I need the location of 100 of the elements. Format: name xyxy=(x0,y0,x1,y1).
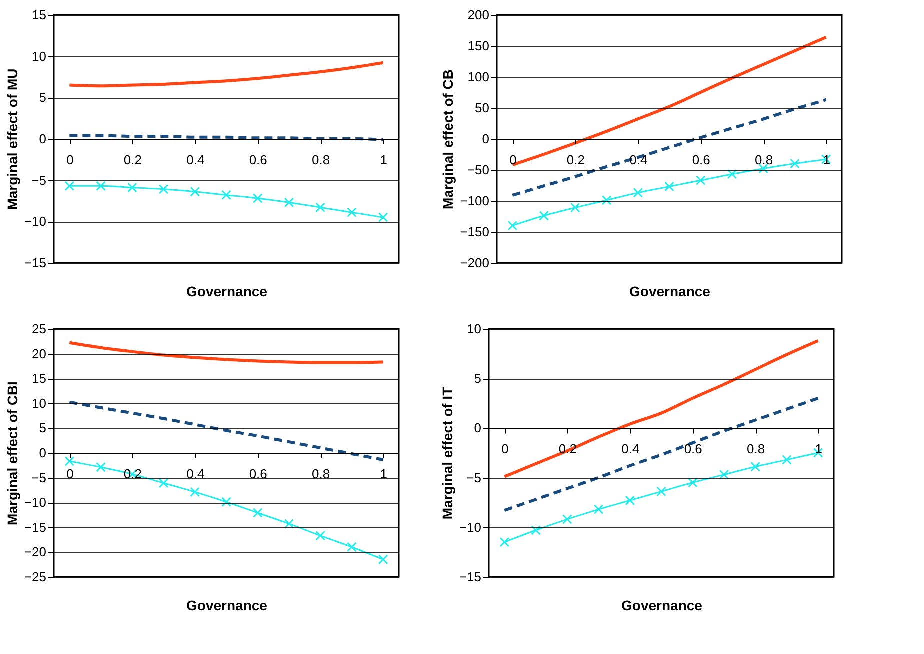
y-tick-label: 150 xyxy=(468,38,490,54)
point xyxy=(316,530,326,541)
point xyxy=(688,478,698,488)
y-axis-title: Marginal effect of CBI xyxy=(4,382,20,526)
y-tick-label: −10 xyxy=(24,214,46,230)
x-tick-label: 0.4 xyxy=(186,466,205,482)
y-axis-title: Marginal effect of CB xyxy=(440,69,456,210)
y-tick-label: −5 xyxy=(32,470,46,486)
x-tick-label: 0.8 xyxy=(755,152,774,168)
point xyxy=(96,181,106,192)
line-series xyxy=(511,36,828,167)
x-axis-title: Governance xyxy=(630,284,711,300)
x-tick-label: 1 xyxy=(380,466,388,482)
point xyxy=(727,169,738,180)
y-tick-label: 10 xyxy=(32,396,46,411)
line-series xyxy=(503,339,820,478)
x-tick-label: 1 xyxy=(380,152,388,168)
y-tick-label: 0 xyxy=(39,132,46,146)
y-tick-label: −150 xyxy=(460,224,490,240)
point xyxy=(158,184,169,194)
x-tick-label: 0 xyxy=(66,152,74,168)
y-tick-label: 15 xyxy=(32,8,46,22)
y-axis-title: Marginal effect of IT xyxy=(439,386,456,520)
y-tick-label: 10 xyxy=(32,48,46,64)
point xyxy=(96,462,106,472)
point xyxy=(316,202,326,213)
x-tick-label: 0.2 xyxy=(124,152,142,168)
point xyxy=(531,525,541,536)
line-series xyxy=(511,98,828,197)
point xyxy=(625,496,636,506)
y-tick-label: 50 xyxy=(475,100,490,116)
point xyxy=(222,190,232,200)
x-tick-label: 0.2 xyxy=(566,152,585,168)
y-tick-label: 25 xyxy=(32,322,46,336)
point xyxy=(190,487,200,498)
point xyxy=(664,182,674,192)
y-tick-label: 20 xyxy=(32,346,46,362)
y-tick-label: −100 xyxy=(460,194,490,208)
y-tick-label: 0 xyxy=(482,132,490,146)
point xyxy=(539,210,549,221)
point xyxy=(158,478,169,488)
y-tick-label: 10 xyxy=(467,322,482,336)
x-tick-label: 0.8 xyxy=(747,442,766,457)
point xyxy=(508,220,518,231)
point xyxy=(378,554,388,565)
x-axis-title: Governance xyxy=(186,598,268,614)
y-tick-label: −5 xyxy=(32,172,46,188)
point xyxy=(633,188,644,198)
point xyxy=(500,537,510,548)
point xyxy=(64,181,75,192)
line-series xyxy=(68,61,385,88)
line-series xyxy=(68,400,385,462)
y-tick-label: −20 xyxy=(24,544,46,560)
y-tick-label: 0 xyxy=(474,420,482,436)
y-tick-label: −15 xyxy=(24,256,46,270)
point xyxy=(347,208,357,218)
point xyxy=(252,194,263,204)
point xyxy=(252,508,263,518)
x-tick-label: 0.4 xyxy=(622,442,640,457)
y-tick-label: −15 xyxy=(459,570,482,584)
y-tick-label: 5 xyxy=(39,90,46,106)
x-axis-title: Governance xyxy=(622,598,703,614)
y-tick-label: −15 xyxy=(24,520,46,535)
point xyxy=(284,198,294,208)
x-tick-label: 0.6 xyxy=(692,152,710,168)
y-tick-label: −10 xyxy=(24,495,46,510)
x-tick-label: 0.8 xyxy=(312,466,330,482)
y-tick-label: −200 xyxy=(460,256,490,270)
x-tick-label: 0 xyxy=(66,466,74,482)
point xyxy=(750,462,761,472)
y-tick-label: −25 xyxy=(24,570,46,584)
x-tick-label: 0.6 xyxy=(249,152,268,168)
line-series xyxy=(68,341,385,364)
y-tick-label: 5 xyxy=(39,420,46,436)
y-tick-label: −10 xyxy=(459,520,482,535)
x-axis-title: Governance xyxy=(186,284,268,300)
y-tick-label: 15 xyxy=(32,371,46,386)
point xyxy=(790,158,800,169)
point xyxy=(782,455,792,465)
line-series xyxy=(503,396,820,512)
point xyxy=(284,518,294,529)
x-tick-label: 0.6 xyxy=(249,466,268,482)
point xyxy=(719,470,730,480)
point xyxy=(656,486,666,497)
point xyxy=(222,497,232,508)
x-tick-label: 0.4 xyxy=(630,152,648,168)
x-tick-label: 0.8 xyxy=(312,152,330,168)
point xyxy=(570,202,580,213)
y-axis-title: Marginal effect of MU xyxy=(4,68,20,210)
point xyxy=(602,195,612,206)
x-tick-label: 0.4 xyxy=(186,152,205,168)
point xyxy=(127,182,138,193)
x-tick-label: 0.6 xyxy=(684,442,702,457)
x-tick-label: 0 xyxy=(502,442,509,457)
y-tick-label: −50 xyxy=(467,162,490,178)
point xyxy=(190,186,200,197)
point xyxy=(562,514,572,524)
point xyxy=(347,542,357,552)
point xyxy=(696,176,706,186)
y-tick-label: 100 xyxy=(468,70,490,84)
